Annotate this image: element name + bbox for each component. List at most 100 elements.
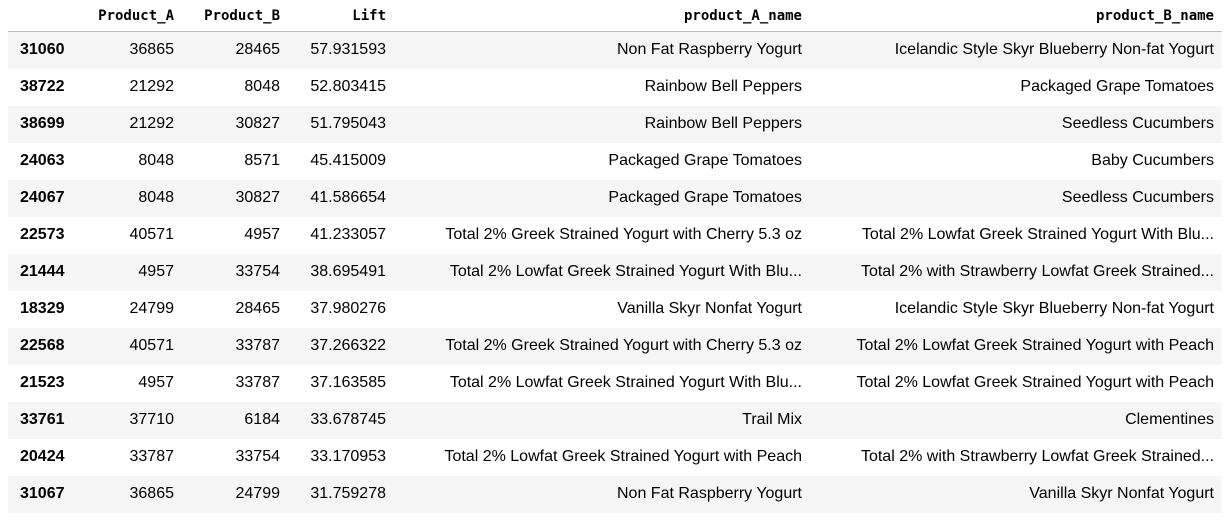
table-row: 22573 40571 4957 41.233057 Total 2% Greek St… [8,216,1222,254]
table-body: 31060 36865 28465 57.931593 Non Fat Raspberr… [8,31,1222,513]
cell-product-b-name: Total 2% with Strawberry Lowfat Greek St… [860,448,1214,465]
cell-lift: 51.795043 [310,115,386,132]
cell-lift: 33.170953 [310,448,386,465]
cell-product-a-name: Rainbow Bell Peppers [644,78,802,95]
cell-product-b-name: Packaged Grape Tomatoes [1020,78,1214,95]
cell-product-b-name: Total 2% Lowfat Greek Strained Yogurt wi… [856,374,1214,391]
table-row: 38699 21292 30827 51.795043 Rainbow Bell Pep… [8,105,1222,143]
index-header [8,0,84,32]
cell-product-a: 36865 [129,41,175,59]
table-row: 31060 36865 28465 57.931593 Non Fat Raspberr… [8,31,1222,69]
cell-product-b: 28465 [235,300,281,317]
cell-product-a-name: Rainbow Bell Peppers [644,115,802,132]
table-row: 21444 4957 33754 38.695491 Total 2% Lowfat G… [8,253,1222,291]
cell-product-a: 37710 [129,411,175,428]
row-index: 38699 [20,115,65,132]
cell-product-b: 6184 [244,411,280,428]
row-index: 20424 [20,448,65,465]
cell-product-a: 4957 [138,263,174,280]
cell-lift: 38.695491 [310,263,386,280]
cell-product-b-name: Total 2% Lowfat Greek Strained Yogurt wi… [856,337,1214,354]
cell-product-b-name: Total 2% with Strawberry Lowfat Greek St… [860,263,1214,280]
column-header-product-b-name: product_B_name [810,0,1222,32]
cell-product-a-name: Non Fat Raspberry Yogurt [617,41,802,59]
cell-product-a-name: Total 2% Lowfat Greek Strained Yogurt wi… [444,448,802,465]
row-index: 24067 [20,189,65,206]
cell-product-b: 28465 [235,41,281,59]
cell-product-a: 8048 [138,152,174,169]
cell-product-a: 24799 [129,300,175,317]
cell-product-a-name: Trail Mix [742,411,802,428]
cell-product-a: 21292 [129,78,175,95]
cell-product-b: 30827 [235,189,281,206]
row-index: 22568 [20,337,65,354]
cell-lift: 52.803415 [310,78,386,95]
cell-product-b-name: Seedless Cucumbers [1061,115,1214,132]
row-index: 22573 [20,226,65,243]
column-header-lift: Lift [288,0,394,32]
cell-product-a-name: Total 2% Greek Strained Yogurt with Cher… [445,226,802,243]
cell-product-a-name: Total 2% Greek Strained Yogurt with Cher… [445,337,802,354]
table-row: 24063 8048 8571 45.415009 Packaged Grape Tom… [8,142,1222,180]
cell-lift: 37.980276 [310,300,386,317]
table-row: 18329 24799 28465 37.980276 Vanilla Skyr Non… [8,290,1222,328]
row-index: 18329 [20,300,65,317]
cell-product-b-name: Clementines [1125,411,1214,428]
column-header-product-a-name: product_A_name [394,0,810,32]
cell-lift: 57.931593 [310,41,386,59]
table-row: 20424 33787 33754 33.170953 Total 2% Lowfat … [8,438,1222,476]
row-index: 21523 [20,374,65,391]
cell-product-b-name: Icelandic Style Skyr Blueberry Non-fat Y… [894,41,1214,59]
table-header: Product_A Product_B Lift product_A_name … [8,0,1222,32]
cell-product-a-name: Vanilla Skyr Nonfat Yogurt [617,300,802,317]
row-index: 24063 [20,152,65,169]
cell-product-a: 33787 [129,448,175,465]
cell-product-a-name: Total 2% Lowfat Greek Strained Yogurt Wi… [449,374,802,391]
cell-product-a: 36865 [129,485,175,502]
cell-product-b: 33754 [235,448,281,465]
table-row: 22568 40571 33787 37.266322 Total 2% Greek S… [8,327,1222,365]
cell-lift: 37.266322 [310,337,386,354]
row-index: 31067 [20,485,65,502]
header-row: Product_A Product_B Lift product_A_name … [8,0,1222,32]
cell-product-b-name: Icelandic Style Skyr Blueberry Non-fat Y… [894,300,1214,317]
cell-product-b-name: Total 2% Lowfat Greek Strained Yogurt Wi… [861,226,1214,243]
cell-product-a-name: Non Fat Raspberry Yogurt [617,485,802,502]
cell-product-b: 4957 [244,226,280,243]
cell-product-b: 24799 [235,485,281,502]
cell-lift: 31.759278 [310,485,386,502]
cell-product-b: 30827 [235,115,281,132]
cell-product-b: 33787 [235,337,281,354]
table-row: 24067 8048 30827 41.586654 Packaged Grape To… [8,179,1222,217]
row-index: 31060 [20,41,65,59]
cell-product-b: 8048 [244,78,280,95]
cell-product-b: 8571 [244,152,280,169]
cell-product-a-name: Packaged Grape Tomatoes [608,189,802,206]
row-index: 33761 [20,411,65,428]
cell-lift: 41.233057 [310,226,386,243]
table-row: 31067 36865 24799 31.759278 Non Fat Raspberr… [8,475,1222,513]
table-row: 21523 4957 33787 37.163585 Total 2% Lowfat G… [8,364,1222,402]
cell-product-b-name: Seedless Cucumbers [1061,189,1214,206]
cell-product-a: 40571 [129,337,175,354]
cell-product-b: 33754 [235,263,281,280]
table-row: 38722 21292 8048 52.803415 Rainbow Bell Pepp… [8,68,1222,106]
cell-lift: 33.678745 [310,411,386,428]
cell-product-a-name: Packaged Grape Tomatoes [608,152,802,169]
cell-lift: 37.163585 [310,374,386,391]
table-row: 33761 37710 6184 33.678745 Trail Mix Clementi… [8,401,1222,439]
cell-lift: 45.415009 [310,152,386,169]
cell-product-b-name: Vanilla Skyr Nonfat Yogurt [1029,485,1214,502]
dataframe-table: Product_A Product_B Lift product_A_name … [8,0,1222,513]
cell-product-a: 40571 [129,226,175,243]
cell-product-a: 4957 [138,374,174,391]
cell-product-a-name: Total 2% Lowfat Greek Strained Yogurt Wi… [449,263,802,280]
cell-product-a: 8048 [138,189,174,206]
column-header-product-a: Product_A [84,0,182,32]
row-index: 38722 [20,78,65,95]
cell-product-b: 33787 [235,374,281,391]
cell-lift: 41.586654 [310,189,386,206]
cell-product-b-name: Baby Cucumbers [1091,152,1214,169]
row-index: 21444 [20,263,65,280]
